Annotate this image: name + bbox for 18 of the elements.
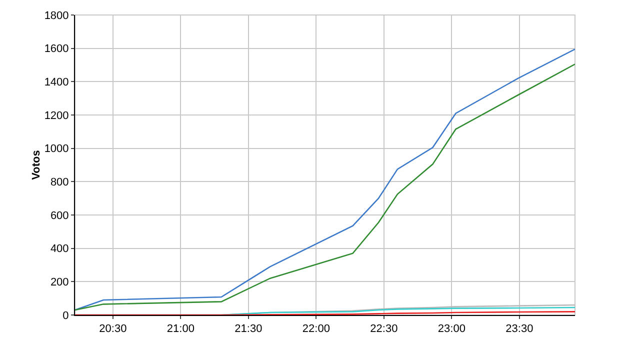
x-tick-label: 22:30 xyxy=(370,323,398,336)
y-tick-label: 600 xyxy=(50,210,69,222)
x-tick-label: 23:00 xyxy=(438,323,466,336)
y-axis-title: Votos xyxy=(30,150,42,180)
x-tick-label: 21:30 xyxy=(234,323,262,336)
y-tick-label: 1000 xyxy=(44,143,69,156)
y-tick-label: 1200 xyxy=(44,110,69,122)
x-tick-label: 23:30 xyxy=(506,323,534,336)
y-tick-label: 200 xyxy=(50,276,69,289)
x-tick-label: 21:00 xyxy=(166,323,194,336)
x-tick-label: 20:30 xyxy=(99,323,127,336)
y-tick-label: 1800 xyxy=(44,10,69,22)
y-tick-label: 0 xyxy=(62,310,69,322)
y-tick-label: 800 xyxy=(50,176,69,189)
y-tick-label: 400 xyxy=(50,243,69,256)
x-tick-label: 22:00 xyxy=(302,323,330,336)
y-tick-label: 1600 xyxy=(44,43,69,56)
y-tick-label: 1400 xyxy=(44,76,69,89)
